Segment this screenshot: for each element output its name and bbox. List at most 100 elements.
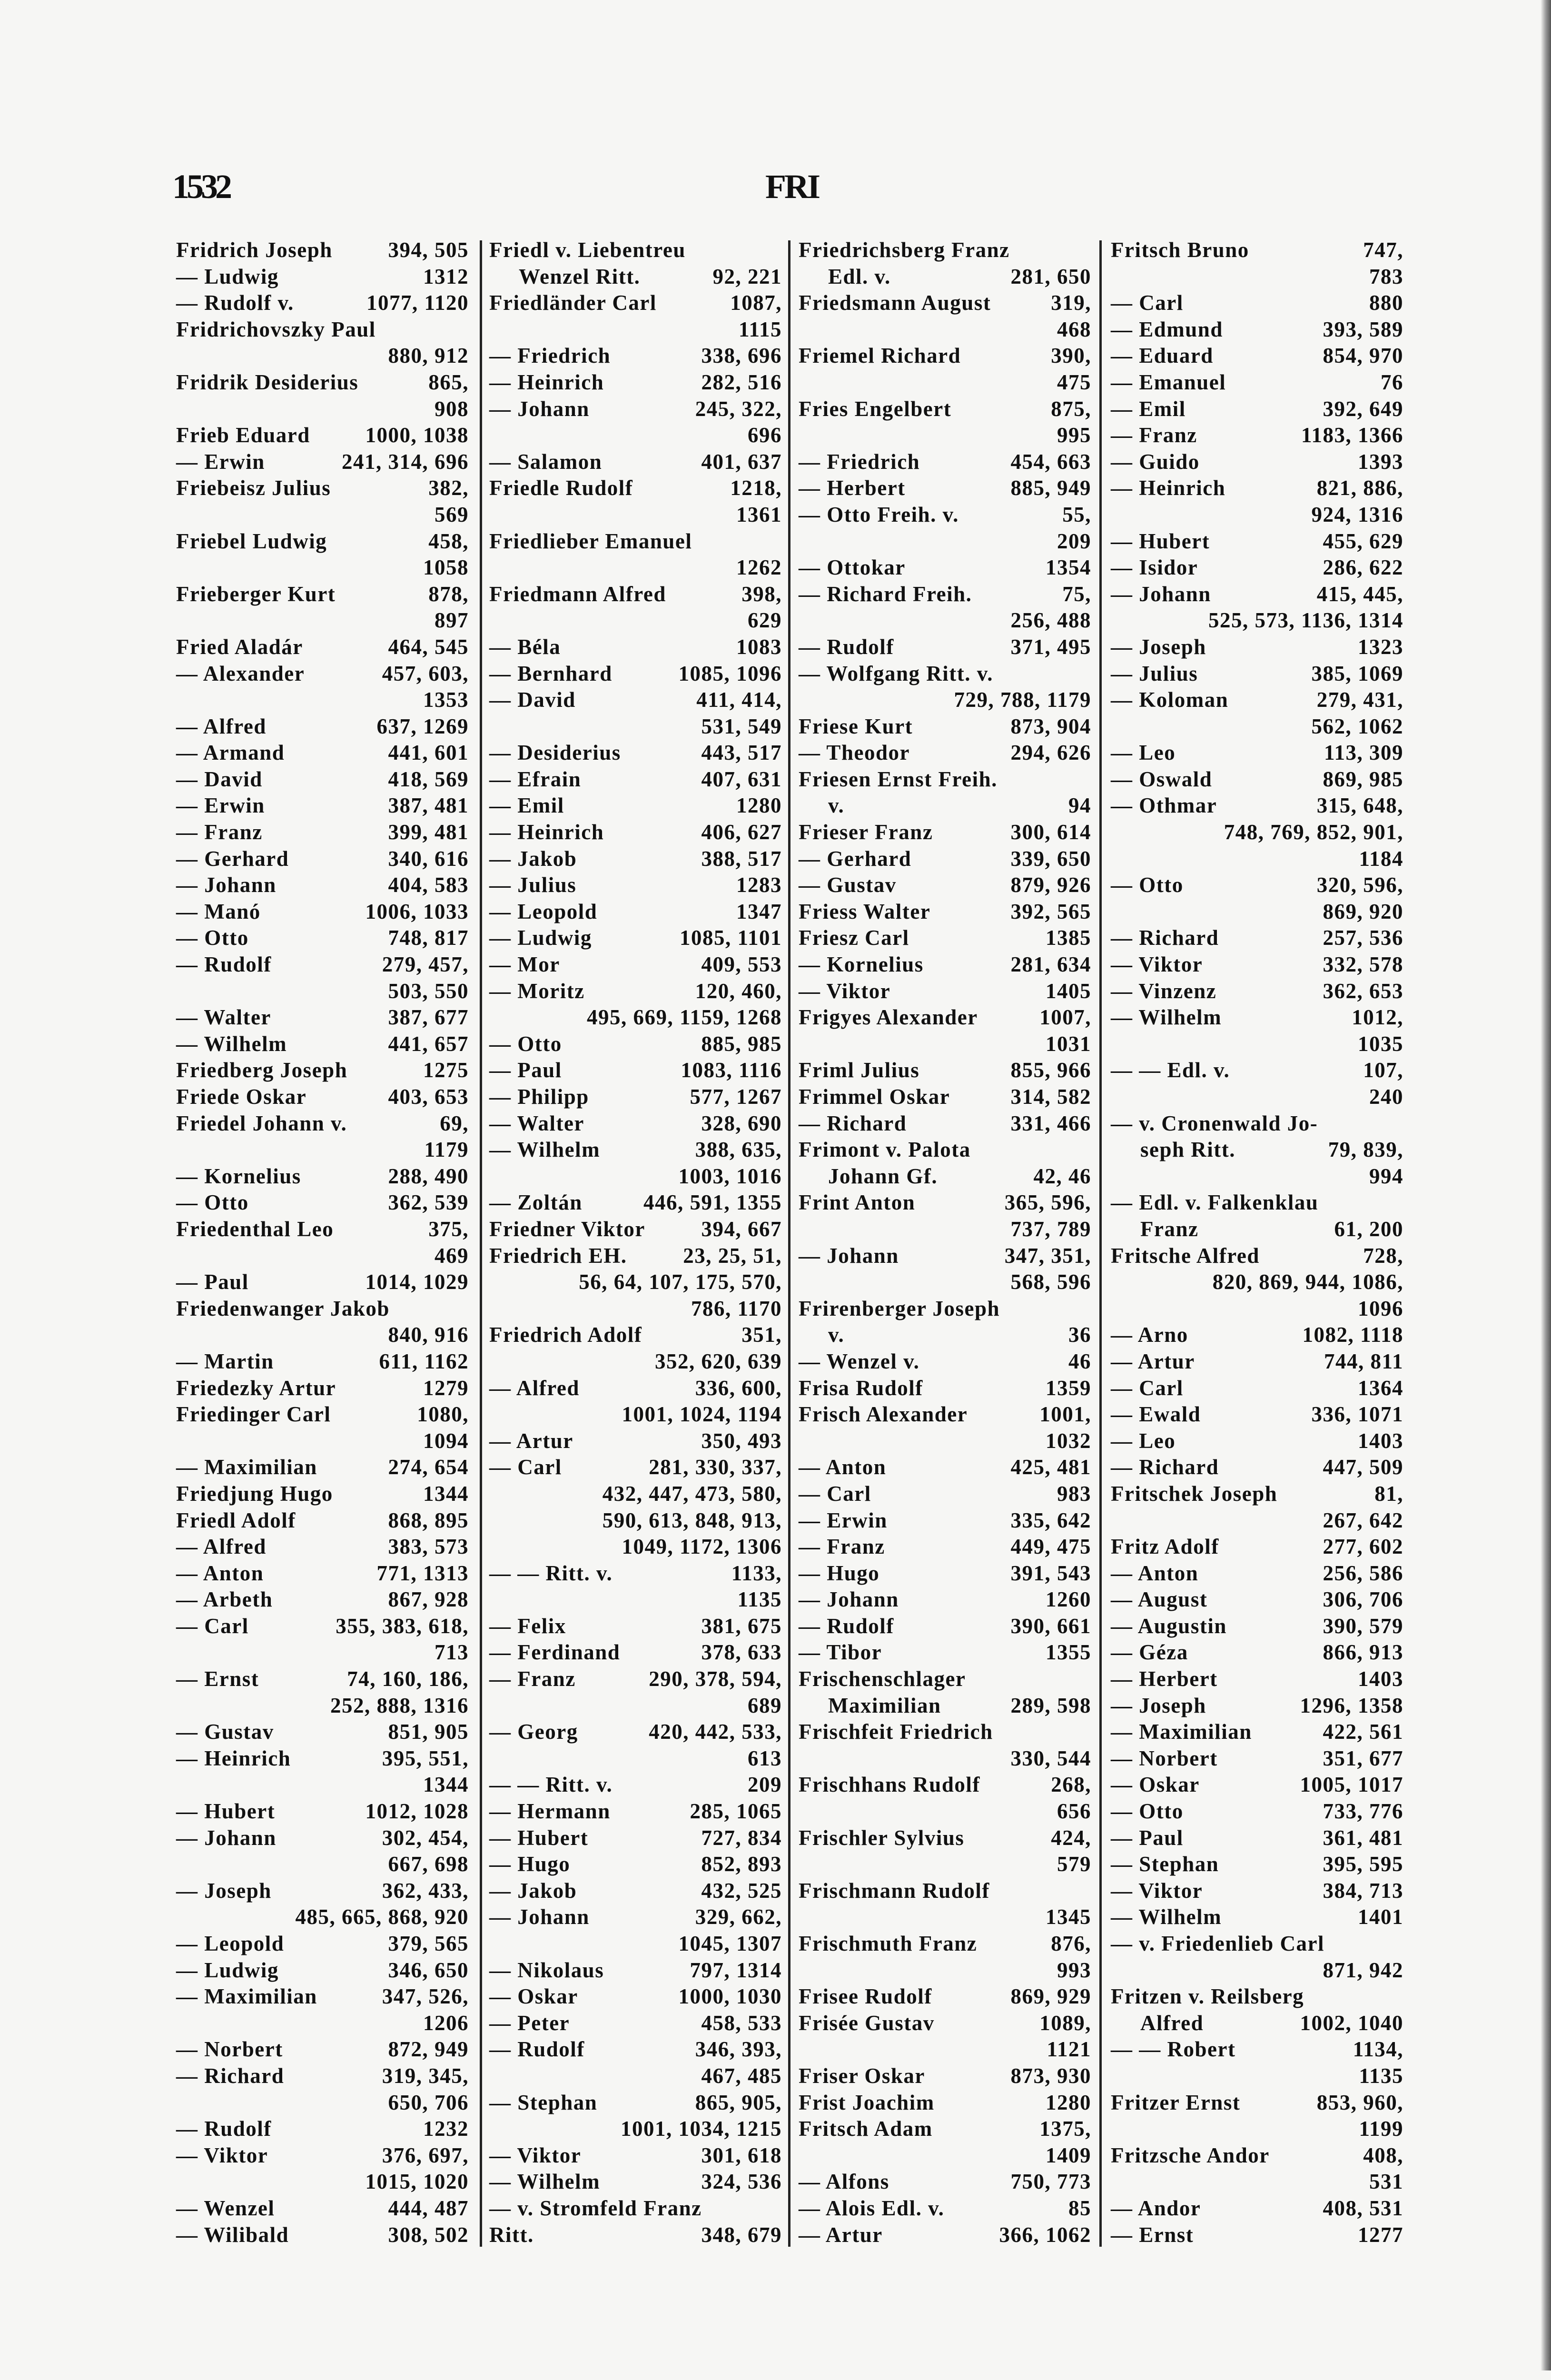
entry-page-refs: 381, 675: [701, 1614, 782, 1638]
index-entry-continuation: 467, 485: [489, 2063, 782, 2090]
entry-name: — Armand: [176, 741, 285, 765]
entry-name: — Tibor: [799, 1640, 882, 1665]
entry-name: Friedjung Hugo: [176, 1481, 333, 1506]
index-entry: — Wilhelm 1401: [1111, 1904, 1403, 1931]
index-entry: — Friedrich 454, 663: [799, 449, 1091, 476]
index-entry: — Emil 392, 649: [1111, 396, 1403, 423]
index-entry-continuation: 1199: [1111, 2116, 1403, 2142]
entry-page-refs: 398,: [741, 582, 782, 606]
entry-page-refs: 362, 539: [388, 1190, 469, 1215]
entry-name: — Viktor: [489, 2143, 582, 2167]
index-entry: — Heinrich 282, 516: [489, 369, 782, 396]
entry-page-refs: 256, 586: [1323, 1561, 1403, 1585]
entry-page-refs: 897: [435, 608, 469, 633]
entry-name: Friesen Ernst Freih.: [799, 767, 998, 791]
entry-page-refs: 281, 650: [1010, 264, 1091, 288]
entry-page-refs: 120, 460,: [695, 979, 782, 1003]
index-entry: Friebeisz Julius 382,: [176, 475, 469, 502]
entry-name: — Viktor: [799, 979, 891, 1003]
entry-name: — Johann: [489, 1905, 590, 1929]
entry-page-refs: 1359: [1046, 1376, 1091, 1400]
index-entry: — Julius 1283: [489, 872, 782, 899]
index-entry-continuation: 1135: [489, 1587, 782, 1613]
entry-page-refs: 320, 596,: [1316, 873, 1403, 897]
index-entry: — Norbert 872, 949: [176, 2036, 469, 2063]
entry-page-refs: 1007,: [1039, 1005, 1091, 1030]
entry-name: Friede Oskar: [176, 1085, 307, 1109]
entry-page-refs: 378, 633: [701, 1640, 782, 1665]
index-entry: — Richard 331, 466: [799, 1111, 1091, 1137]
entry-page-refs: 750, 773: [1010, 2170, 1091, 2194]
entry-page-refs: 993: [1057, 1958, 1091, 1982]
entry-name: — Joseph: [1111, 1693, 1206, 1717]
entry-page-refs: [775, 528, 782, 555]
entry-page-refs: 840, 916: [388, 1323, 469, 1347]
index-entry: v. 36: [799, 1322, 1091, 1349]
entry-name: Friedel Johann v.: [176, 1111, 347, 1135]
entry-name: — Alfred: [489, 1376, 580, 1400]
index-entry-continuation: 568, 596: [799, 1269, 1091, 1296]
entry-page-refs: 876,: [1051, 1932, 1091, 1955]
entry-page-refs: 852, 893: [701, 1852, 782, 1876]
index-entry-continuation: 897: [176, 607, 469, 634]
entry-page-refs: 395, 551,: [382, 1746, 469, 1770]
index-entry: Friesz Carl 1385: [799, 925, 1091, 952]
index-entry: — Anton 425, 481: [799, 1454, 1091, 1481]
index-entry: — Wenzel 444, 487: [176, 2195, 469, 2222]
entry-name: Fritschek Joseph: [1111, 1481, 1278, 1506]
entry-page-refs: 1012, 1028: [365, 1799, 469, 1824]
index-entry: Friml Julius 855, 966: [799, 1057, 1091, 1084]
entry-page-refs: 924, 1316: [1311, 502, 1403, 526]
index-entry: Fridrichovszky Paul: [176, 317, 469, 343]
index-entry: — Johann 415, 445,: [1111, 581, 1403, 608]
entry-name: Fridrichovszky Paul: [176, 317, 376, 341]
entry-name: Frint Anton: [799, 1190, 916, 1215]
index-entry: — Johann 329, 662,: [489, 1904, 782, 1931]
index-entry: — Hubert 455, 629: [1111, 528, 1403, 555]
entry-page-refs: 525, 573, 1136, 1314: [1208, 608, 1403, 633]
entry-name: Fritsch Adam: [799, 2117, 933, 2141]
entry-page-refs: 531: [1369, 2170, 1403, 2194]
entry-name: — Viktor: [176, 2143, 268, 2167]
index-entry: — Eduard 854, 970: [1111, 343, 1403, 369]
entry-name: — Franz: [1111, 423, 1197, 447]
entry-page-refs: 569: [435, 502, 469, 526]
entry-name: — Alexander: [176, 661, 305, 685]
index-entry: Friedberg Joseph 1275: [176, 1057, 469, 1084]
index-entry: — Franz 1183, 1366: [1111, 422, 1403, 449]
index-entry: — Manó 1006, 1033: [176, 899, 469, 925]
index-entry-continuation: 713: [176, 1639, 469, 1666]
entry-name: Friedner Viktor: [489, 1217, 645, 1241]
index-entry-continuation: 994: [1111, 1163, 1403, 1190]
entry-name: Frischmuth Franz: [799, 1932, 978, 1955]
index-entry-continuation: 1001, 1034, 1215: [489, 2116, 782, 2142]
entry-page-refs: 454, 663: [1010, 449, 1091, 474]
index-entry: — Andor 408, 531: [1111, 2195, 1403, 2222]
index-entry: Wenzel Ritt. 92, 221: [489, 264, 782, 290]
index-entry-continuation: 840, 916: [176, 1322, 469, 1349]
entry-name: — Othmar: [1111, 793, 1217, 818]
entry-page-refs: 475: [1057, 370, 1091, 394]
entry-page-refs: 415, 445,: [1316, 582, 1403, 606]
entry-page-refs: 306, 706: [1323, 1587, 1403, 1612]
index-entry: Frigyes Alexander 1007,: [799, 1004, 1091, 1031]
entry-page-refs: 455, 629: [1323, 529, 1403, 553]
index-entry: — Alexander 457, 603,: [176, 661, 469, 687]
index-entry: — — Ritt. v. 1133,: [489, 1560, 782, 1587]
entry-page-refs: 869, 920: [1323, 899, 1403, 923]
entry-page-refs: 394, 667: [701, 1217, 782, 1241]
entry-name: — Emil: [1111, 397, 1186, 421]
entry-page-refs: 330, 544: [1010, 1746, 1091, 1770]
entry-page-refs: 457, 603,: [382, 661, 469, 685]
entry-page-refs: 579: [1057, 1852, 1091, 1876]
entry-name: — Johann: [489, 397, 590, 421]
index-entry: Friedner Viktor 394, 667: [489, 1216, 782, 1243]
index-entry: — Oskar 1000, 1030: [489, 1983, 782, 2010]
entry-page-refs: 562, 1062: [1311, 714, 1403, 738]
entry-page-refs: 1345: [1046, 1905, 1091, 1929]
entry-name: — Carl: [1111, 291, 1184, 315]
entry-page-refs: 873, 904: [1010, 714, 1091, 738]
index-entry: — Othmar 315, 648,: [1111, 793, 1403, 819]
index-entry: Frist Joachim 1280: [799, 2090, 1091, 2116]
entry-name: Fridrich Joseph: [176, 238, 333, 262]
